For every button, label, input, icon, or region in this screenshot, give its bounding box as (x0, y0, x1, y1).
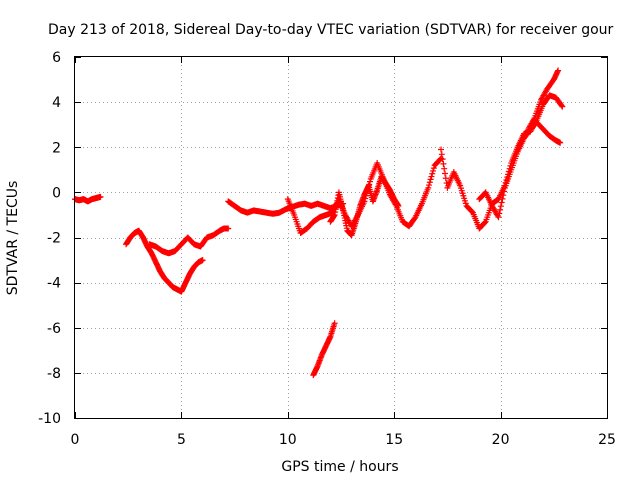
y-tick-label: -2 (47, 231, 61, 247)
data-point (440, 160, 447, 167)
y-tick-label: 6 (52, 50, 61, 66)
data-point (557, 139, 564, 146)
data-point (442, 170, 449, 177)
data-point (442, 175, 449, 182)
y-tick-label: -4 (47, 276, 61, 292)
data-point (395, 202, 402, 209)
y-tick-label: -10 (38, 411, 61, 427)
data-point (429, 170, 436, 177)
data-point (225, 225, 232, 232)
data-point (495, 214, 502, 221)
data-point (331, 320, 338, 327)
chart-title: Day 213 of 2018, Sidereal Day-to-day VTE… (48, 22, 614, 38)
y-tick-label: 4 (52, 95, 61, 111)
y-tick-label: -8 (47, 366, 61, 382)
x-tick-label: 15 (385, 432, 403, 448)
data-point (499, 195, 506, 202)
plot-frame (74, 56, 608, 419)
data-point (441, 165, 448, 172)
y-tick-label: -6 (47, 321, 61, 337)
x-tick-label: 10 (279, 432, 297, 448)
data-point (366, 178, 373, 185)
data-point (427, 176, 434, 183)
data-point (430, 165, 437, 172)
data-point (438, 151, 445, 158)
data-point (500, 192, 507, 199)
y-tick-label: 0 (52, 185, 61, 201)
grid (75, 57, 607, 418)
data-point (559, 103, 566, 110)
y-axis-label: SDTVAR / TECUs (5, 181, 21, 296)
data-point (497, 203, 504, 210)
x-tick-label: 0 (71, 432, 80, 448)
x-tick-label: 5 (177, 432, 186, 448)
data-point (438, 146, 445, 153)
y-tick-label: 2 (52, 140, 61, 156)
x-tick-label: 25 (598, 432, 616, 448)
data-point (426, 182, 433, 189)
data-point (555, 67, 562, 74)
data-point (428, 173, 435, 180)
data-point (496, 210, 503, 217)
x-axis-label: GPS time / hours (281, 459, 398, 475)
data-point (430, 167, 437, 174)
axis-ticks: 0 5 10 15 20 25 -10 -8 -6 -4 -2 0 2 4 6 (38, 50, 616, 448)
data-point (425, 184, 432, 191)
data-point (199, 257, 206, 264)
data-point (97, 193, 104, 200)
data-point (439, 156, 446, 163)
data-point (497, 206, 504, 213)
data-point (501, 188, 508, 195)
x-tick-label: 20 (492, 432, 510, 448)
data-point (481, 219, 488, 226)
data-point (558, 102, 565, 109)
data-markers (72, 67, 566, 379)
data-point (426, 179, 433, 186)
data-point (498, 199, 505, 206)
